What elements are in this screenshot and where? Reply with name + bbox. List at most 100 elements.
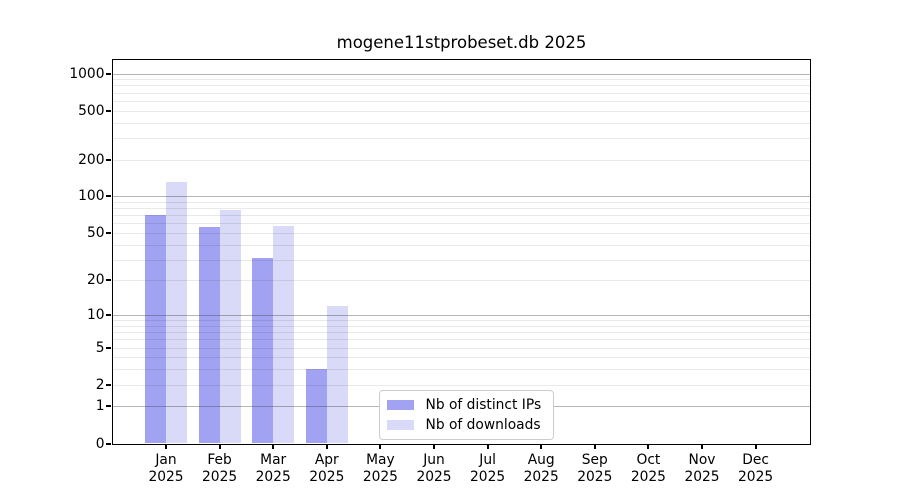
x-tick-label-month: Mar <box>260 451 287 468</box>
y-gridline-minor <box>112 100 810 102</box>
x-tick-label-month: Oct <box>636 451 661 468</box>
y-tick <box>105 158 111 161</box>
y-gridline-minor <box>112 79 810 81</box>
legend-label: Nb of downloads <box>425 416 541 433</box>
y-tick <box>105 72 111 75</box>
x-tick-label: Aug 2025 <box>506 452 576 486</box>
y-tick <box>105 346 111 349</box>
y-gridline-minor <box>112 85 810 87</box>
y-tick-label: 50 <box>86 224 105 241</box>
y-tick <box>105 109 111 112</box>
y-tick <box>105 405 111 408</box>
y-tick <box>105 383 111 386</box>
y-tick <box>105 314 111 317</box>
x-tick <box>325 443 328 449</box>
x-tick <box>165 443 167 449</box>
y-tick <box>105 442 111 445</box>
x-tick-label-year: 2025 <box>630 468 666 485</box>
x-tick <box>701 443 703 449</box>
bar-distinct-ips <box>198 226 220 444</box>
x-tick-label-year: 2025 <box>738 468 774 485</box>
x-tick <box>486 443 489 449</box>
bar-downloads <box>166 181 187 444</box>
bar-downloads <box>326 306 348 444</box>
y-tick-label: 1000 <box>69 65 105 82</box>
x-tick-label-month: Sep <box>581 451 608 468</box>
legend: Nb of distinct IPs Nb of downloads <box>378 389 555 440</box>
x-tick-label: Feb 2025 <box>185 452 255 486</box>
y-gridline-minor <box>112 122 810 124</box>
x-tick-label-year: 2025 <box>202 468 238 485</box>
x-tick <box>593 443 596 449</box>
y-gridline-minor <box>112 137 810 139</box>
y-gridline-minor <box>112 159 810 161</box>
x-tick-label-month: Dec <box>742 451 769 468</box>
x-tick-label: May 2025 <box>345 452 415 486</box>
y-gridline-minor <box>112 201 810 203</box>
y-gridline-minor <box>112 92 810 94</box>
y-gridline-minor <box>112 208 810 210</box>
legend-item: Nb of downloads <box>386 416 542 433</box>
y-gridline-major <box>112 73 810 75</box>
legend-swatch-downloads <box>386 419 414 430</box>
plot-area: Nb of distinct IPs Nb of downloads 1000 5… <box>69 58 811 485</box>
x-tick-label-year: 2025 <box>362 468 398 485</box>
x-tick <box>272 443 275 449</box>
y-tick-label: 100 <box>78 188 105 205</box>
x-tick-label: Jun 2025 <box>399 452 469 486</box>
y-gridline-minor <box>112 110 810 112</box>
y-tick-label: 10 <box>86 307 105 324</box>
x-tick-label: Apr 2025 <box>292 452 362 486</box>
y-tick-label: 5 <box>95 339 105 356</box>
x-tick-label-month: Aug <box>527 451 555 468</box>
x-tick <box>754 443 757 449</box>
x-tick-label-year: 2025 <box>416 468 452 485</box>
y-tick <box>105 195 111 198</box>
chart-title: mogene11stprobeset.db 2025 <box>336 33 587 52</box>
x-tick-label-year: 2025 <box>577 468 613 485</box>
x-tick <box>540 443 543 449</box>
bar-distinct-ips <box>305 369 327 444</box>
x-tick-label-month: Jun <box>423 451 445 468</box>
x-tick-label-month: Apr <box>314 451 339 468</box>
x-tick-label: Jul 2025 <box>453 452 523 486</box>
x-tick-label: Dec 2025 <box>721 452 791 486</box>
legend-swatch-distinct-ips <box>386 399 414 410</box>
y-tick-label: 500 <box>78 102 105 119</box>
x-tick-label-year: 2025 <box>523 468 559 485</box>
y-tick-label: 200 <box>78 151 105 168</box>
x-tick <box>647 443 650 449</box>
y-tick-label: 20 <box>86 272 105 289</box>
x-tick-label-year: 2025 <box>148 468 184 485</box>
y-tick <box>105 231 111 234</box>
bar-distinct-ips <box>252 257 274 444</box>
x-tick-label: Sep 2025 <box>560 452 630 486</box>
x-tick-label-month: May <box>366 451 395 468</box>
x-tick-label-year: 2025 <box>684 468 720 485</box>
x-tick <box>433 443 435 449</box>
bar-downloads <box>273 226 295 444</box>
x-tick <box>218 443 221 449</box>
x-tick-label: Nov 2025 <box>667 452 737 486</box>
bar-distinct-ips <box>145 215 166 444</box>
x-tick-label-year: 2025 <box>309 468 345 485</box>
y-tick-label: 0 <box>95 435 105 452</box>
bar-downloads <box>219 210 241 444</box>
x-tick-label-month: Jan <box>155 451 177 468</box>
y-tick <box>105 279 111 282</box>
y-gridline-minor <box>112 223 810 225</box>
x-tick-label-year: 2025 <box>470 468 506 485</box>
x-tick-label: Jan 2025 <box>131 452 201 486</box>
x-tick-label-month: Feb <box>207 451 232 468</box>
y-gridline-minor <box>112 215 810 217</box>
x-tick-label-year: 2025 <box>255 468 291 485</box>
x-tick-label: Oct 2025 <box>613 452 683 486</box>
y-gridline-major <box>112 196 810 198</box>
y-tick-label: 2 <box>95 376 105 393</box>
y-tick-label: 1 <box>95 398 105 415</box>
x-tick-label: Mar 2025 <box>238 452 308 486</box>
legend-item: Nb of distinct IPs <box>386 396 542 413</box>
legend-label: Nb of distinct IPs <box>425 396 542 413</box>
x-tick-label-month: Jul <box>479 451 496 468</box>
